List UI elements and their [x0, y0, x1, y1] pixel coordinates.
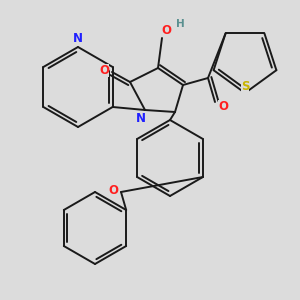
Text: N: N: [136, 112, 146, 124]
Text: N: N: [73, 32, 83, 46]
Text: O: O: [161, 23, 171, 37]
Text: S: S: [241, 80, 249, 94]
Text: H: H: [176, 19, 184, 29]
Text: O: O: [108, 184, 118, 196]
Text: O: O: [99, 64, 109, 76]
Text: O: O: [218, 100, 228, 112]
